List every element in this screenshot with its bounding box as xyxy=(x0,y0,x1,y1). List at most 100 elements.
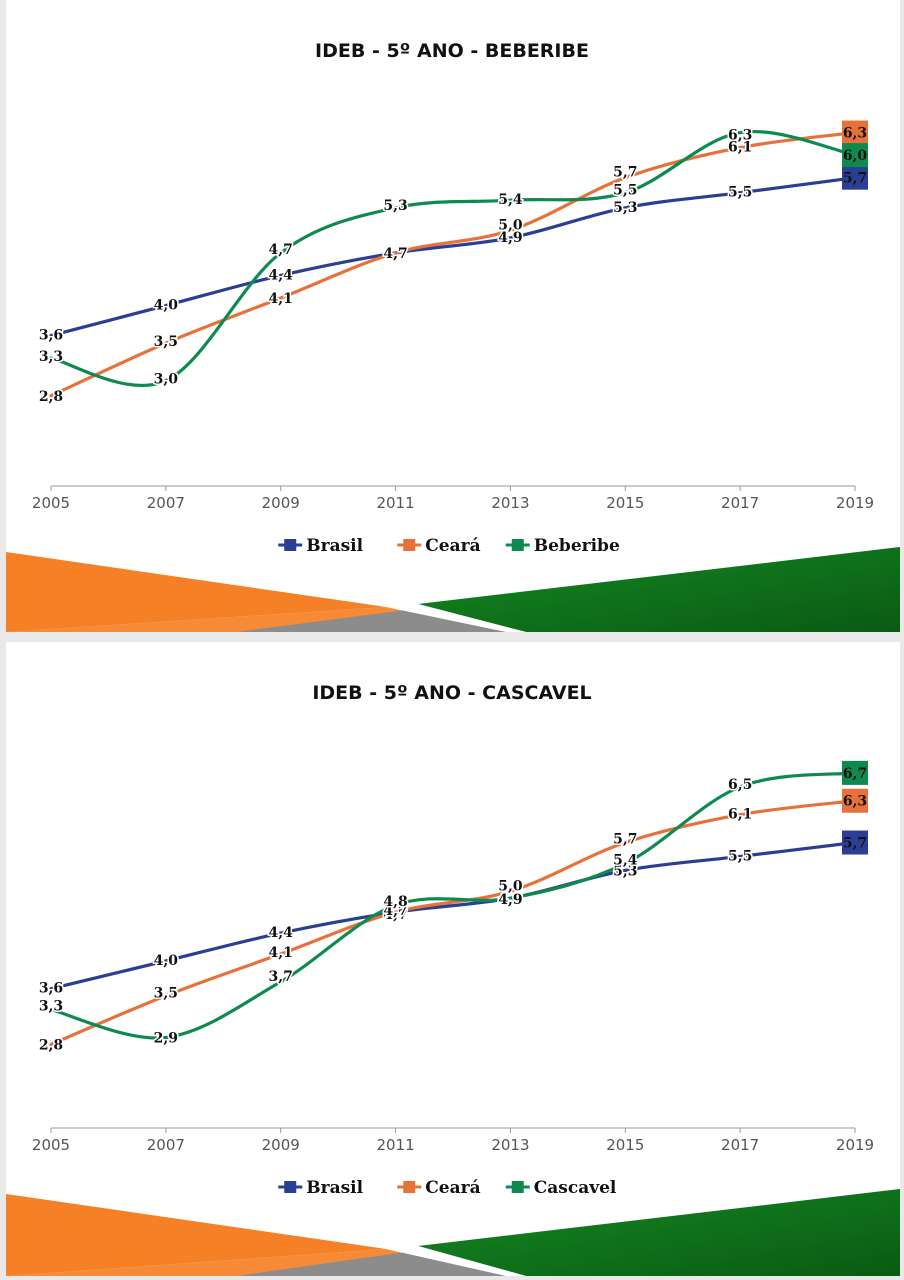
legend-label: Brasil xyxy=(306,536,363,556)
data-label: 5,5 xyxy=(613,183,637,199)
banner-green-shape xyxy=(418,547,900,632)
data-label: 3,6 xyxy=(39,981,63,997)
chart-title: IDEB - 5º ANO - BEBERIBE xyxy=(315,40,589,62)
data-label: 4,7 xyxy=(383,246,407,262)
end-label-box xyxy=(842,120,868,145)
legend-swatch-marker xyxy=(284,539,297,551)
banner-white-gap xyxy=(386,604,526,632)
data-label: 5,7 xyxy=(843,171,867,187)
data-label: 2,8 xyxy=(39,1037,63,1053)
x-tick-label: 2019 xyxy=(836,494,874,512)
legend-item-beberibe: Beberibe xyxy=(505,536,620,556)
x-tick-label: 2015 xyxy=(606,1136,644,1154)
data-label: 4,4 xyxy=(269,267,294,283)
data-label: 5,3 xyxy=(613,863,637,879)
banner-green-shape xyxy=(418,1189,900,1276)
data-label: 4,4 xyxy=(269,925,294,941)
end-label-box xyxy=(842,760,868,785)
data-label: 4,7 xyxy=(383,246,407,262)
legend-label: Beberibe xyxy=(534,536,620,556)
data-label: 4,0 xyxy=(154,953,179,969)
data-label: 3,3 xyxy=(39,349,63,365)
x-tick-label: 2009 xyxy=(262,494,300,512)
x-tick-label: 2005 xyxy=(32,1136,70,1154)
x-tick-label: 2015 xyxy=(606,494,644,512)
banner-orange-shape xyxy=(6,552,386,632)
x-tick-label: 2017 xyxy=(721,1136,759,1154)
chart-panel-cascavel: IDEB - 5º ANO - CASCAVEL 2005 2007 2009 201… xyxy=(6,642,900,1276)
banner-gray-shape xyxy=(236,1252,516,1276)
data-label: 3,3 xyxy=(39,999,63,1015)
legend: Brasil Ceará Beberibe xyxy=(278,536,620,556)
series-line-beberibe xyxy=(49,129,857,388)
chart-title: IDEB - 5º ANO - CASCAVEL xyxy=(312,682,591,704)
data-label: 4,9 xyxy=(498,892,522,908)
x-tick-label: 2009 xyxy=(262,1136,300,1154)
data-label: 4,1 xyxy=(269,291,293,307)
series-line-ceará xyxy=(49,799,857,1047)
data-label: 5,3 xyxy=(613,200,637,216)
legend-item-cascavel: Cascavel xyxy=(505,1178,617,1198)
data-label: 3,6 xyxy=(39,328,63,344)
data-label: 5,0 xyxy=(498,878,523,894)
chart-beberibe: IDEB - 5º ANO - BEBERIBE 2005 2007 2009 201… xyxy=(6,40,900,632)
data-label: 4,9 xyxy=(498,891,522,907)
data-label: 6,3 xyxy=(843,126,867,142)
series-line-cascavel xyxy=(49,771,857,1040)
x-tick-label: 2005 xyxy=(32,494,70,512)
decorative-banner xyxy=(6,1189,900,1276)
legend-swatch-marker xyxy=(403,539,416,551)
legend-label: Ceará xyxy=(425,1178,480,1198)
legend: Brasil Ceará Cascavel xyxy=(278,1178,617,1198)
legend-swatch-marker xyxy=(511,539,524,551)
data-label: 5,4 xyxy=(613,852,638,868)
data-label: 3,5 xyxy=(154,334,178,350)
data-label: 3,5 xyxy=(154,986,178,1002)
data-label: 5,3 xyxy=(383,198,407,214)
legend-item-brasil: Brasil xyxy=(278,536,364,556)
x-tick-label: 2013 xyxy=(491,494,529,512)
x-tick-label: 2013 xyxy=(491,1136,529,1154)
x-tick-label: 2011 xyxy=(376,494,414,512)
data-label: 4,7 xyxy=(383,907,407,923)
legend-item-ceará: Ceará xyxy=(397,536,481,556)
legend-item-brasil: Brasil xyxy=(278,1178,364,1198)
x-tick-label: 2011 xyxy=(376,1136,414,1154)
legend-swatch-marker xyxy=(403,1181,416,1193)
chart-cascavel: IDEB - 5º ANO - CASCAVEL 2005 2007 2009 201… xyxy=(6,682,900,1276)
data-label: 4,1 xyxy=(269,945,293,961)
data-label: 4,0 xyxy=(154,298,179,314)
end-label-box xyxy=(842,830,868,855)
data-label: 5,4 xyxy=(498,192,523,208)
data-label: 6,7 xyxy=(843,766,867,782)
decorative-banner xyxy=(6,547,900,632)
data-label: 5,7 xyxy=(613,832,637,848)
data-label: 6,1 xyxy=(728,807,752,823)
banner-white-gap xyxy=(386,1246,526,1276)
x-tick-label: 2017 xyxy=(721,494,759,512)
chart-panel-beberibe: IDEB - 5º ANO - BEBERIBE 2005 2007 2009 201… xyxy=(6,0,900,632)
series-line-brasil xyxy=(49,840,857,991)
data-label: 4,7 xyxy=(383,903,407,919)
data-label: 6,3 xyxy=(728,128,752,144)
legend-label: Ceará xyxy=(425,536,480,556)
series-line-brasil xyxy=(49,176,857,338)
legend-swatch-marker xyxy=(511,1181,524,1193)
legend-label: Brasil xyxy=(306,1178,363,1198)
data-label: 5,5 xyxy=(728,185,752,201)
legend-swatch-marker xyxy=(284,1181,297,1193)
banner-orange-shape xyxy=(6,1194,386,1276)
data-label: 2,8 xyxy=(39,389,63,405)
x-tick-label: 2007 xyxy=(147,494,185,512)
x-tick-label: 2019 xyxy=(836,1136,874,1154)
data-label: 3,0 xyxy=(154,372,179,388)
end-label-box xyxy=(842,788,868,813)
data-label: 6,3 xyxy=(843,794,867,810)
data-label: 5,7 xyxy=(613,165,637,181)
data-label: 6,1 xyxy=(728,140,752,156)
data-label: 4,8 xyxy=(383,894,407,910)
x-tick-label: 2007 xyxy=(147,1136,185,1154)
data-label: 6,5 xyxy=(728,777,752,793)
legend-label: Cascavel xyxy=(534,1178,617,1198)
data-label: 6,0 xyxy=(843,148,868,164)
